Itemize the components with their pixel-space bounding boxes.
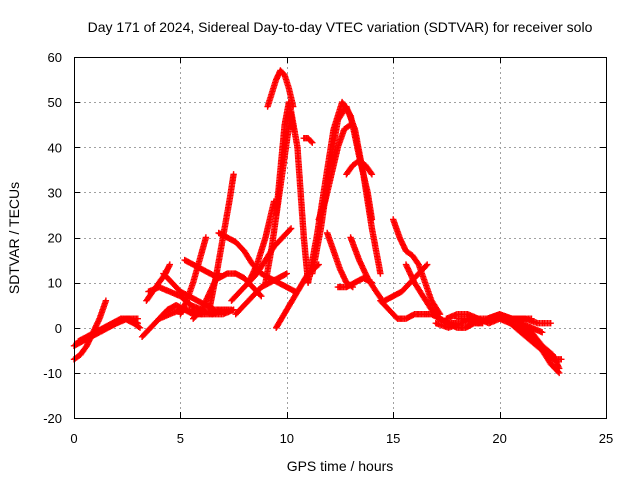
series-arc-6 xyxy=(143,261,173,304)
y-tick-label: 10 xyxy=(48,276,62,291)
series-arc-25 xyxy=(315,121,354,223)
series-arc-22 xyxy=(300,135,316,146)
data-point xyxy=(135,323,142,330)
data-point xyxy=(136,324,144,331)
data-point xyxy=(258,293,265,300)
x-tick-label: 0 xyxy=(70,431,77,446)
data-point xyxy=(558,356,565,363)
x-tick-label: 25 xyxy=(599,431,613,446)
data-point xyxy=(368,171,376,178)
series-arc-20 xyxy=(273,98,297,219)
series-arc-26 xyxy=(324,229,356,291)
data-point xyxy=(377,270,384,277)
chart-title: Day 171 of 2024, Sidereal Day-to-day VTE… xyxy=(88,19,593,35)
data-point xyxy=(134,315,141,322)
data-point xyxy=(228,306,235,313)
y-tick-label: 60 xyxy=(48,50,62,65)
y-tick-label: 50 xyxy=(48,95,62,110)
data-point xyxy=(424,261,431,268)
data-point xyxy=(202,234,210,241)
y-tick-label: 20 xyxy=(48,231,62,246)
y-tick-labels: -20 -10 0 10 20 30 40 50 60 xyxy=(43,50,62,426)
x-tick-labels: 0 5 10 15 20 25 xyxy=(70,431,613,446)
data-point xyxy=(166,261,173,268)
data-point xyxy=(539,329,546,336)
series-arc-17 xyxy=(245,198,278,286)
y-axis-label: SDTVAR / TECUs xyxy=(6,182,22,294)
y-tick-label: 0 xyxy=(55,321,62,336)
data-point xyxy=(346,122,353,129)
y-tick-label: -20 xyxy=(43,411,62,426)
x-tick-label: 20 xyxy=(492,431,506,446)
data-point xyxy=(287,225,295,232)
axis-ticks xyxy=(74,57,607,419)
data-point xyxy=(286,226,294,233)
x-tick-label: 15 xyxy=(386,431,400,446)
y-tick-label: 40 xyxy=(48,140,62,155)
series-arc-39 xyxy=(517,320,563,372)
data-point xyxy=(423,262,430,269)
data-point xyxy=(556,365,563,372)
data-point xyxy=(283,270,290,277)
y-tick-label: -10 xyxy=(43,366,62,381)
data-point xyxy=(309,139,316,146)
data-points xyxy=(70,67,565,377)
data-point xyxy=(257,291,264,299)
data-point xyxy=(308,138,315,145)
data-point xyxy=(367,169,375,177)
x-axis-label: GPS time / hours xyxy=(287,458,394,474)
data-point xyxy=(290,126,297,133)
data-point xyxy=(347,121,354,128)
series-arc-24 xyxy=(309,103,384,277)
x-tick-label: 10 xyxy=(280,431,294,446)
data-point xyxy=(230,171,237,178)
data-point xyxy=(102,297,110,304)
data-point xyxy=(528,315,535,322)
series-arc-28 xyxy=(343,157,376,178)
series-arc-32 xyxy=(390,216,444,318)
x-tick-label: 5 xyxy=(177,431,184,446)
series-arc-19 xyxy=(264,67,297,110)
y-tick-label: 30 xyxy=(48,185,62,200)
series-arc-4 xyxy=(92,315,141,336)
data-point xyxy=(547,320,554,327)
